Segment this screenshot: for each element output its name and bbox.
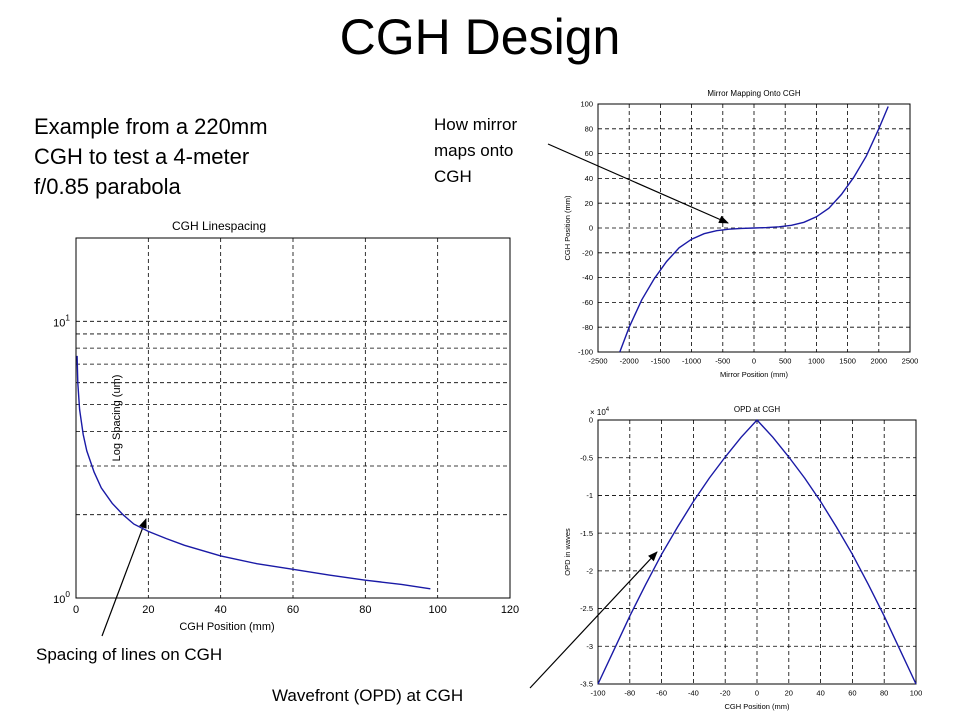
x-tick-label: 100 bbox=[910, 689, 923, 698]
y-tick-label: 60 bbox=[585, 149, 593, 158]
x-tick-label: 80 bbox=[880, 689, 888, 698]
description-line: CGH to test a 4-meter bbox=[34, 144, 250, 169]
x-axis-label: CGH Position (mm) bbox=[724, 702, 790, 711]
series-line bbox=[76, 355, 431, 590]
y-tick-label: 101 bbox=[53, 313, 70, 329]
x-tick-label: 60 bbox=[287, 604, 299, 616]
callout-arrow-wavefront bbox=[529, 551, 658, 689]
x-tick-label: -40 bbox=[688, 689, 699, 698]
callout-arrow-spacing bbox=[101, 518, 147, 637]
x-tick-label: 60 bbox=[848, 689, 856, 698]
x-tick-label: -2000 bbox=[620, 357, 639, 366]
x-tick-label: 0 bbox=[755, 689, 759, 698]
y-tick-label: 100 bbox=[580, 100, 593, 109]
chart-title: Mirror Mapping Onto CGH bbox=[707, 89, 801, 98]
mirror-map-callout: How mirror maps onto CGH bbox=[434, 112, 517, 190]
x-tick-label: 0 bbox=[73, 604, 79, 616]
x-tick-label: 0 bbox=[752, 357, 756, 366]
y-tick-label: -0.5 bbox=[580, 453, 593, 462]
y-axis-label: Log Spacing (um) bbox=[111, 375, 123, 462]
y-tick-label: -1.5 bbox=[580, 529, 593, 538]
x-tick-label: -2500 bbox=[588, 357, 607, 366]
x-axis-label: Mirror Position (mm) bbox=[720, 370, 788, 379]
x-tick-label: 100 bbox=[428, 604, 446, 616]
callout-line: How mirror bbox=[434, 115, 518, 134]
y-tick-label: 0 bbox=[589, 224, 593, 233]
description-line: Example from a 220mm bbox=[34, 114, 268, 139]
x-tick-label: 1500 bbox=[839, 357, 856, 366]
y-tick-label: -80 bbox=[582, 323, 593, 332]
x-tick-label: 1000 bbox=[808, 357, 825, 366]
callout-line: CGH bbox=[434, 167, 472, 186]
y-tick-label: -100 bbox=[578, 348, 593, 357]
y-tick-label: -40 bbox=[582, 273, 593, 282]
y-axis-label: CGH Position (mm) bbox=[563, 195, 572, 261]
x-tick-label: 2500 bbox=[902, 357, 919, 366]
chart-title: CGH Linespacing bbox=[172, 219, 266, 233]
x-tick-label: 500 bbox=[779, 357, 792, 366]
x-axis-label: CGH Position (mm) bbox=[179, 621, 274, 633]
x-tick-label: 20 bbox=[142, 604, 154, 616]
x-tick-label: 2000 bbox=[870, 357, 887, 366]
x-tick-label: -1000 bbox=[682, 357, 701, 366]
x-tick-label: 40 bbox=[816, 689, 824, 698]
x-tick-label: 120 bbox=[501, 604, 519, 616]
description-line: f/0.85 parabola bbox=[34, 174, 181, 199]
x-tick-label: -80 bbox=[624, 689, 635, 698]
x-tick-label: 40 bbox=[215, 604, 227, 616]
callout-line: maps onto bbox=[434, 141, 514, 160]
y-scale-label: × 104 bbox=[590, 407, 610, 417]
x-tick-label: -20 bbox=[720, 689, 731, 698]
y-tick-label: -2 bbox=[586, 566, 593, 575]
x-tick-label: 80 bbox=[359, 604, 371, 616]
y-tick-label: -2.5 bbox=[580, 604, 593, 613]
chart-0: 0 20 40 60 80 100 120 100 101 CGH Linespacing CGH … bbox=[53, 219, 519, 633]
slide-title: CGH Design bbox=[339, 9, 621, 65]
x-tick-label: 20 bbox=[785, 689, 793, 698]
plot-frame bbox=[75, 237, 511, 599]
y-tick-label: -60 bbox=[582, 298, 593, 307]
y-tick-label: 0 bbox=[589, 416, 593, 425]
description: Example from a 220mm CGH to test a 4-met… bbox=[34, 112, 268, 202]
x-tick-label: -500 bbox=[715, 357, 730, 366]
spacing-callout: Spacing of lines on CGH bbox=[36, 645, 223, 664]
y-axis-label: OPD in waves bbox=[563, 528, 572, 576]
y-tick-label: -20 bbox=[582, 248, 593, 257]
y-tick-label: -1 bbox=[586, 491, 593, 500]
series-line bbox=[619, 106, 889, 353]
x-tick-label: -60 bbox=[656, 689, 667, 698]
callout-arrow-mirror bbox=[547, 143, 729, 224]
x-tick-label: -1500 bbox=[651, 357, 670, 366]
chart-2: -100 -80 -60 -40 -20 0 20 40 60 80 100 0 -0.5 -1 -1.5 -… bbox=[563, 405, 922, 711]
y-tick-label: -3.5 bbox=[580, 680, 593, 689]
y-tick-label: 80 bbox=[585, 124, 593, 133]
chart-title: OPD at CGH bbox=[734, 405, 780, 414]
wavefront-callout: Wavefront (OPD) at CGH bbox=[272, 686, 464, 705]
y-tick-label: -3 bbox=[586, 642, 593, 651]
y-tick-label: 100 bbox=[53, 590, 70, 606]
y-tick-label: 20 bbox=[585, 199, 593, 208]
x-tick-label: -100 bbox=[590, 689, 605, 698]
chart-1: -2500 -2000 -1500 -1000 -500 0 500 1000 1500 2000… bbox=[563, 89, 918, 379]
y-tick-label: 40 bbox=[585, 174, 593, 183]
series-line bbox=[597, 418, 917, 685]
